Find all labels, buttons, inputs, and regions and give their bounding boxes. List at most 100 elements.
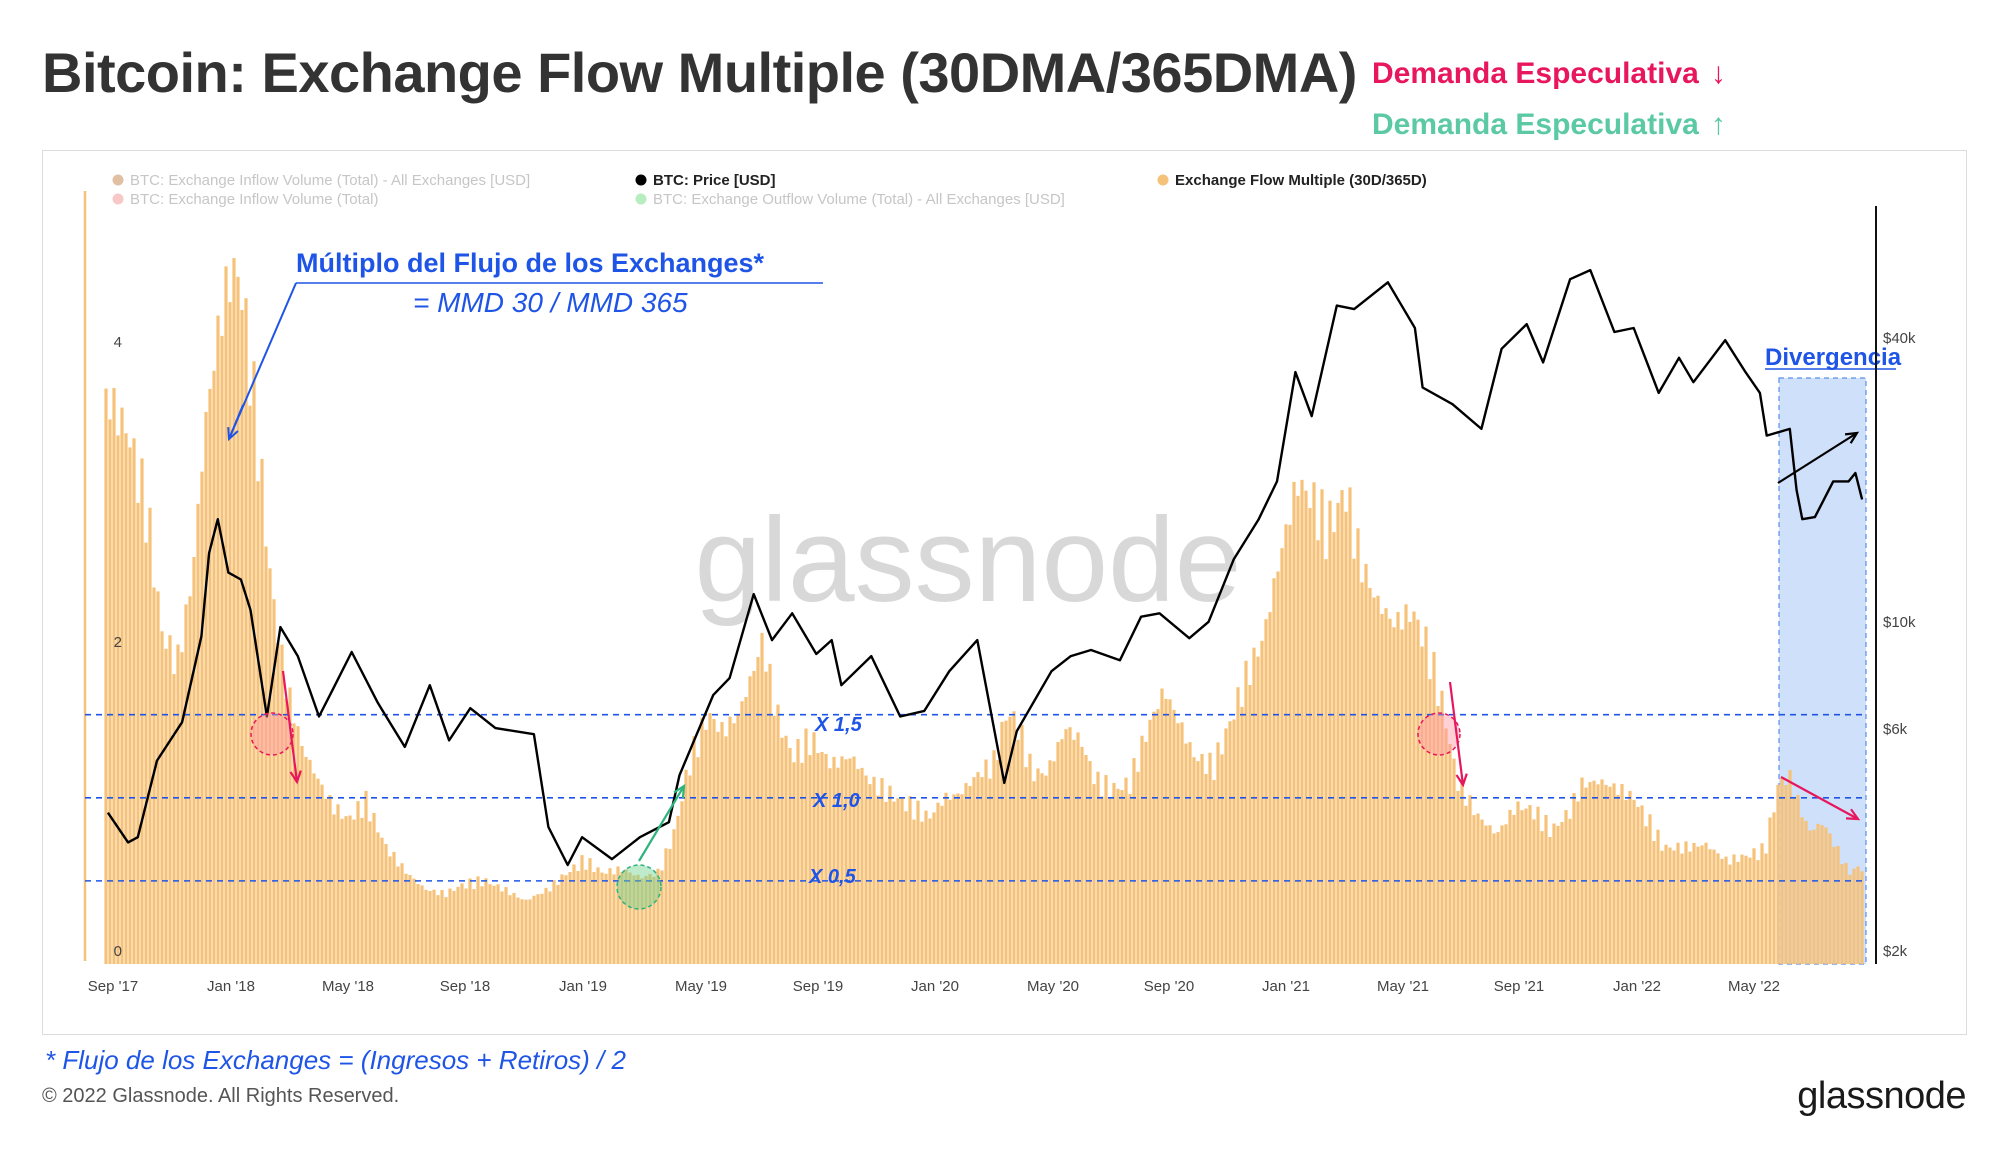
- flow-multiple-bar: [1112, 782, 1116, 964]
- flow-multiple-bar: [1012, 711, 1016, 964]
- flow-multiple-bar: [176, 644, 180, 964]
- flow-multiple-bar: [992, 750, 996, 964]
- flow-multiple-bar: [820, 751, 824, 964]
- flow-multiple-bar: [496, 884, 500, 964]
- flow-multiple-bar: [224, 266, 228, 964]
- flow-multiple-bar: [428, 890, 432, 964]
- x-tick-label: May '22: [1728, 978, 1780, 995]
- flow-multiple-bar: [520, 899, 524, 964]
- flow-multiple-bar: [548, 891, 552, 964]
- flow-multiple-bar: [284, 698, 288, 964]
- flow-multiple-bar: [480, 886, 484, 964]
- x-tick-label: Sep '20: [1144, 978, 1194, 995]
- flow-multiple-bar: [816, 753, 820, 964]
- flow-multiple-bar: [136, 502, 140, 964]
- flow-multiple-bar: [892, 801, 896, 964]
- flow-multiple-bar: [1552, 823, 1556, 964]
- guide-label: X 1,5: [814, 714, 863, 736]
- x-tick-label: Jan '22: [1613, 978, 1661, 995]
- flow-multiple-bar: [700, 717, 704, 964]
- flow-multiple-bar: [740, 701, 744, 964]
- flow-multiple-bar: [1176, 723, 1180, 964]
- y-right-tick-label: $10k: [1883, 614, 1916, 631]
- annotations: Múltiplo del Flujo de los Exchanges* = MM…: [227, 248, 1902, 910]
- flow-multiple-bar: [316, 778, 320, 964]
- flow-multiple-bar: [264, 546, 268, 964]
- flow-multiple-bar: [388, 856, 392, 964]
- flow-multiple-bar: [556, 884, 560, 964]
- flow-multiple-bar: [1816, 823, 1820, 964]
- flow-multiple-bar: [1080, 746, 1084, 964]
- flow-multiple-bar: [1640, 805, 1644, 964]
- flow-multiple-bar: [1736, 861, 1740, 964]
- flow-multiple-bar: [248, 405, 252, 965]
- flow-multiple-bar: [1620, 784, 1624, 964]
- flow-multiple-bar: [1784, 784, 1788, 964]
- flow-multiple-bar: [1320, 489, 1324, 964]
- flow-multiple-bar: [668, 848, 672, 964]
- guide-label: X 1,0: [812, 790, 860, 812]
- flow-multiple-bar: [184, 604, 188, 964]
- flow-multiple-bar: [852, 756, 856, 964]
- flow-multiple-bar: [1448, 744, 1452, 964]
- flow-multiple-bar: [560, 874, 564, 964]
- flow-multiple-bar: [1480, 819, 1484, 964]
- flow-multiple-bar: [372, 812, 376, 964]
- flow-multiple-bar: [116, 435, 120, 964]
- flow-multiple-bar: [1032, 781, 1036, 964]
- flow-multiple-bar: [1536, 806, 1540, 964]
- flow-multiple-bar: [280, 644, 284, 964]
- chart-title: Bitcoin: Exchange Flow Multiple (30DMA/3…: [42, 41, 1357, 104]
- flow-multiple-bar: [800, 762, 804, 964]
- speculative-demand-up-label: Demanda Especulativa ↑: [1372, 108, 1726, 142]
- flow-multiple-bar: [380, 837, 384, 964]
- flow-multiple-bar: [476, 876, 480, 964]
- flow-multiple-bar: [1596, 784, 1600, 964]
- flow-multiple-bar: [332, 814, 336, 964]
- flow-multiple-bar: [604, 873, 608, 964]
- flow-multiple-bar: [616, 866, 620, 964]
- flow-multiple-bar: [1352, 558, 1356, 964]
- flow-multiple-bar: [1076, 732, 1080, 964]
- flow-multiple-bar: [1120, 790, 1124, 964]
- flow-multiple-bar: [1712, 849, 1716, 964]
- flow-multiple-bar: [484, 878, 488, 964]
- flow-multiple-bar: [720, 722, 724, 964]
- flow-multiple-bar: [1504, 824, 1508, 964]
- flow-multiple-bar: [148, 507, 152, 964]
- flow-multiple-bar: [860, 767, 864, 964]
- x-tick-label: Jan '18: [207, 978, 255, 995]
- flow-multiple-bar: [736, 714, 740, 964]
- flow-multiple-bar: [356, 801, 360, 964]
- flow-multiple-bar: [436, 895, 440, 964]
- flow-multiple-bar: [1064, 729, 1068, 964]
- flow-multiple-bar: [904, 811, 908, 964]
- flow-multiple-bar: [1464, 805, 1468, 964]
- flow-multiple-bar: [776, 704, 780, 964]
- x-tick-label: May '20: [1027, 978, 1079, 995]
- flow-multiple-bar: [832, 756, 836, 964]
- flow-multiple-bar: [1692, 842, 1696, 964]
- arrow-head: [1845, 808, 1861, 821]
- flow-multiple-bar: [464, 888, 468, 964]
- flow-multiple-bar: [1540, 831, 1544, 964]
- flow-multiple-bar: [216, 315, 220, 964]
- flow-multiple-bar: [212, 370, 216, 965]
- flow-multiple-bar: [1488, 825, 1492, 964]
- flow-multiple-bar: [1572, 793, 1576, 964]
- flow-multiple-bar: [1512, 814, 1516, 964]
- flow-multiple-bar: [856, 769, 860, 964]
- flow-multiple-bar: [768, 663, 772, 964]
- flow-multiple-bar: [1460, 779, 1464, 964]
- flow-multiple-bar: [1644, 826, 1648, 964]
- flow-multiple-bar: [112, 387, 116, 964]
- flow-multiple-bar: [840, 756, 844, 964]
- legend-marker: [1157, 174, 1169, 186]
- flow-multiple-bar: [1444, 728, 1448, 964]
- flow-multiple-bar: [1708, 849, 1712, 964]
- flow-multiple-bar: [612, 874, 616, 964]
- flow-multiple-bar: [1372, 597, 1376, 964]
- flow-multiple-bar: [1524, 808, 1528, 964]
- legend-item: BTC: Exchange Inflow Volume (Total): [130, 191, 378, 208]
- flow-multiple-bar: [1152, 711, 1156, 964]
